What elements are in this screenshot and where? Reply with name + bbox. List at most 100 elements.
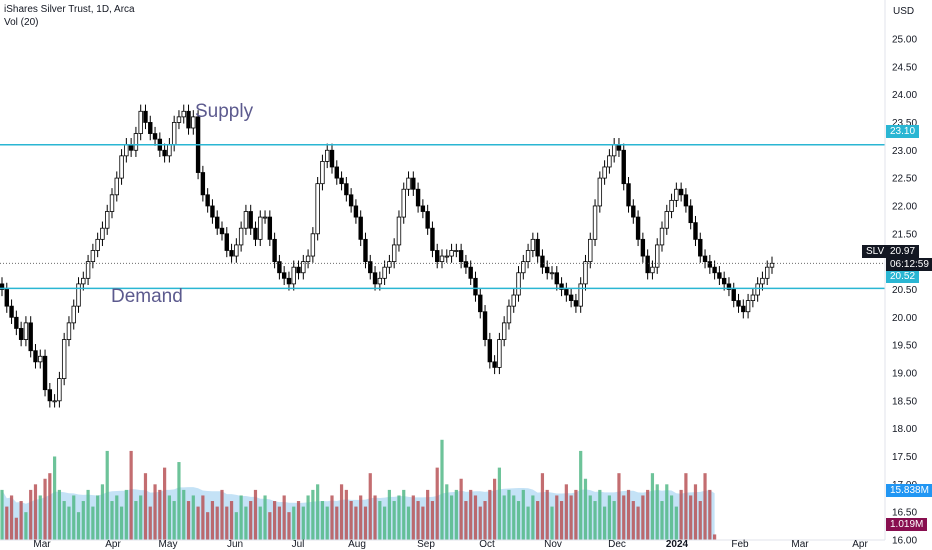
volume-bar [29, 489, 33, 540]
candle-body [726, 283, 732, 290]
candle-body [277, 261, 282, 274]
volume-bar [669, 495, 674, 540]
candle-body [435, 250, 440, 263]
volume-bar [445, 484, 449, 540]
candle-body [506, 305, 512, 324]
candle-body [353, 205, 359, 218]
candle-body [76, 283, 81, 307]
volume-bar [225, 506, 229, 540]
candle-body [143, 110, 148, 123]
volume-bar [43, 478, 47, 540]
candle-body [320, 161, 325, 185]
y-tick-label: 25.00 [892, 34, 917, 45]
candle-body [501, 322, 507, 340]
candle-body [57, 378, 62, 402]
levels-layer [0, 143, 885, 290]
volume-bar [383, 506, 387, 540]
candle-body [487, 339, 493, 363]
candle-body [449, 250, 454, 257]
volume-bar [273, 501, 277, 540]
candle-body [573, 300, 579, 307]
candle-body [760, 277, 765, 285]
y-tick-label: 17.50 [892, 452, 917, 463]
volume-bar [287, 512, 291, 540]
candle-body [731, 289, 736, 301]
candle-body [33, 350, 38, 363]
volume-bar [583, 478, 588, 540]
candle-body [721, 277, 727, 285]
x-tick-label: 2024 [666, 539, 689, 550]
candle-body [85, 261, 91, 279]
volume-bar [430, 501, 435, 540]
candle-body [607, 155, 612, 168]
candle-body [669, 199, 674, 212]
volume-bar [172, 501, 176, 540]
candle-body [583, 261, 588, 285]
volume-bar [325, 506, 329, 540]
y-tick-label: 23.00 [892, 146, 917, 157]
volume-bar [617, 473, 621, 540]
volume-bar [9, 495, 14, 540]
volume-bar [646, 489, 650, 540]
volume-bar [363, 506, 368, 540]
candle-body [329, 149, 335, 168]
candle-body [186, 110, 191, 129]
y-tick-label: 24.50 [892, 62, 917, 73]
volume-bar [488, 489, 492, 540]
demand-level-tag: 20.52 [886, 270, 920, 283]
candle-body [339, 177, 344, 185]
candle-body [688, 205, 693, 224]
x-tick-label: Oct [479, 539, 495, 550]
candle-body [741, 305, 746, 313]
volume-bar [186, 501, 191, 540]
candle-body [411, 177, 416, 190]
volume-bar [368, 473, 372, 540]
volume-bar [86, 489, 90, 540]
candle-body [769, 262, 775, 268]
y-tick-label: 23.50 [892, 118, 917, 129]
volume-bar [215, 506, 219, 540]
candle-body [588, 238, 593, 263]
volume-bar [277, 506, 281, 540]
supply-annotation: Supply [195, 101, 254, 122]
volume-bar [5, 506, 9, 540]
y-tick-label: 19.50 [892, 341, 917, 352]
candle-body [344, 183, 349, 196]
candle-body [348, 194, 354, 207]
candle-body [454, 250, 459, 252]
candle-body [52, 400, 57, 403]
candle-body [401, 188, 406, 218]
candle-body [105, 211, 110, 229]
candle-body [678, 188, 684, 196]
volume-bar [497, 467, 501, 540]
candle-body [707, 261, 713, 268]
candle-body [698, 238, 703, 257]
candle-body [28, 322, 33, 352]
candle-body [712, 266, 717, 274]
candle-body [611, 144, 617, 157]
volume-bar [708, 489, 712, 540]
demand-annotation: Demand [111, 286, 183, 307]
candle-body [444, 255, 449, 258]
candle-body [578, 283, 583, 307]
volume-bar [220, 489, 224, 540]
candle-body [439, 255, 445, 263]
candle-body [745, 300, 751, 313]
volume-current-tag: 1.019M [886, 518, 928, 531]
volume-bar [603, 506, 607, 540]
volume-bar [674, 506, 678, 540]
x-tick-label: Nov [544, 539, 562, 550]
candle-body [478, 294, 483, 313]
y-tick-label: 16.50 [892, 508, 917, 519]
volume-bar [210, 501, 215, 540]
candle-body [81, 277, 86, 285]
candle-body [181, 110, 186, 118]
volume-bar [14, 517, 18, 540]
volume-bar [359, 495, 363, 540]
candle-body [238, 227, 244, 246]
candle-body [42, 355, 48, 391]
candle-body [38, 355, 43, 363]
candle-body [23, 322, 29, 340]
